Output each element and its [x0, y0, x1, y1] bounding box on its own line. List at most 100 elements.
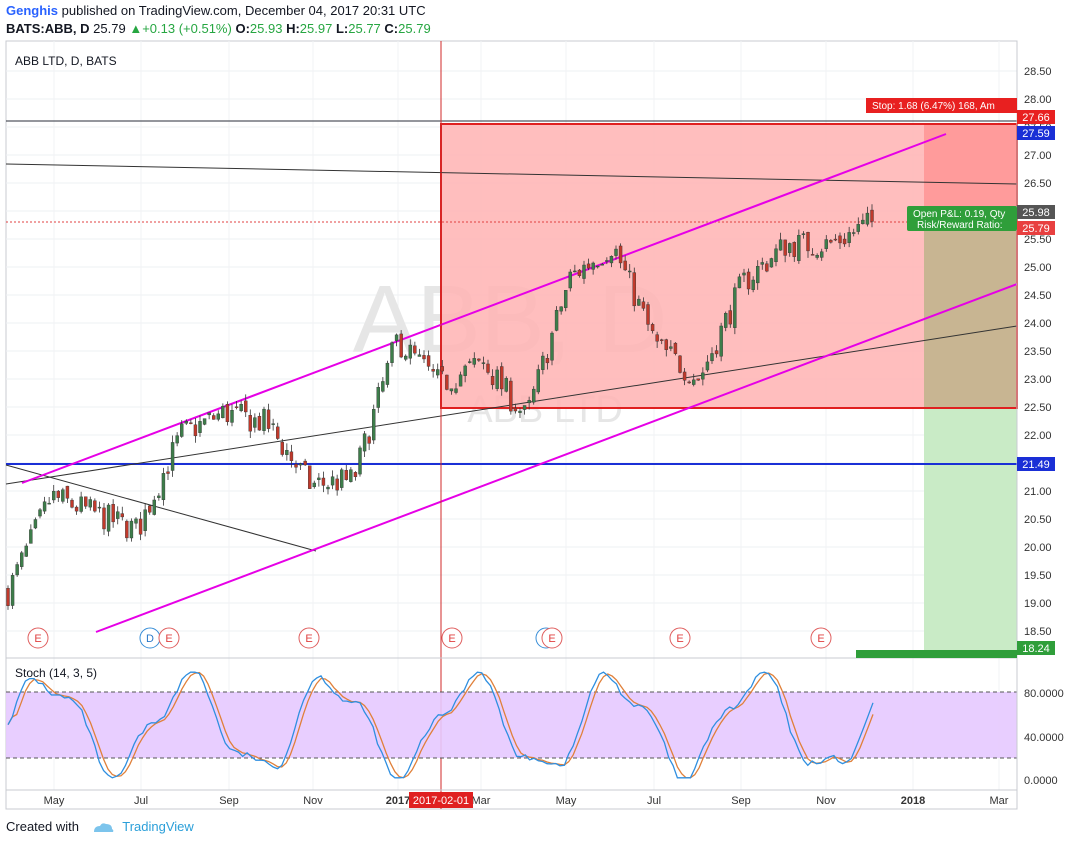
- candle-body: [321, 477, 326, 486]
- target-order-label[interactable]: [856, 650, 1017, 658]
- candle-body: [234, 406, 239, 408]
- candle-body: [404, 355, 408, 360]
- publish-info: published on TradingView.com, December 0…: [58, 3, 426, 18]
- earnings-marker[interactable]: E: [158, 627, 180, 649]
- candle-body: [824, 239, 828, 249]
- price-tag-entry: 27.59: [1017, 126, 1055, 140]
- candle-body: [650, 324, 655, 332]
- candle-body: [591, 262, 595, 270]
- candle-body: [724, 313, 728, 328]
- down-trend-line[interactable]: [5, 464, 317, 552]
- candle-body: [692, 379, 696, 385]
- candle-body: [833, 238, 838, 241]
- footer: Created with TradingView: [6, 819, 194, 835]
- earnings-marker[interactable]: E: [441, 627, 463, 649]
- symbol-label: BATS:ABB, D: [6, 21, 90, 36]
- candle-body: [106, 504, 111, 532]
- candle-body: [289, 451, 294, 461]
- stop-order-label[interactable]: Stop: 1.68 (6.47%) 168, Am: [866, 98, 1017, 113]
- candle-body: [513, 407, 518, 412]
- candle-body: [714, 350, 719, 355]
- earnings-marker[interactable]: E: [298, 627, 320, 649]
- time-tick-label: 2018: [901, 795, 925, 807]
- resistance-trend-line[interactable]: [5, 163, 1018, 185]
- earnings-marker[interactable]: E: [541, 627, 563, 649]
- high-value: 25.97: [299, 21, 333, 36]
- candle-body: [774, 248, 778, 263]
- candle-body: [413, 345, 417, 354]
- candle-body: [733, 287, 737, 328]
- candle-body: [65, 485, 70, 499]
- candle-body: [646, 304, 650, 325]
- earnings-marker[interactable]: E: [810, 627, 832, 649]
- candle-body: [298, 463, 303, 466]
- candle-body: [120, 513, 124, 518]
- candle-body: [344, 469, 348, 480]
- tradingview-link[interactable]: TradingView: [122, 819, 194, 834]
- candle-body: [449, 388, 454, 392]
- candle-body: [248, 415, 252, 432]
- candle-body: [129, 520, 134, 539]
- price-tick-label: 28.50: [1024, 66, 1052, 78]
- pnl-label[interactable]: Open P&L: 0.19, Qty Risk/Reward Ratio:: [907, 206, 1017, 231]
- candle-body: [244, 400, 248, 413]
- candle-body: [541, 355, 545, 370]
- reward-zone[interactable]: [924, 408, 1017, 653]
- dividend-marker[interactable]: D: [139, 627, 161, 649]
- candle-body: [116, 511, 120, 519]
- candle-body: [669, 346, 673, 349]
- stoch-title: Stoch (14, 3, 5): [15, 666, 97, 680]
- cursor-date-text: 2017-02-01: [413, 795, 469, 807]
- candle-body: [705, 361, 710, 371]
- candle-body: [362, 433, 367, 452]
- candle-body: [454, 388, 458, 393]
- candle-body: [856, 224, 860, 232]
- earnings-letter: E: [448, 633, 455, 645]
- channel-lower-line[interactable]: [95, 283, 1018, 633]
- channel-upper-line[interactable]: [21, 133, 947, 484]
- price-tag-upper: 25.98: [1017, 205, 1055, 219]
- candle-body: [710, 353, 714, 362]
- candle-body: [792, 242, 796, 257]
- price-tick-label: 24.50: [1024, 290, 1052, 302]
- author-link[interactable]: Genghis: [6, 3, 59, 18]
- candle-body: [207, 412, 211, 416]
- candle-body: [399, 333, 403, 358]
- candle-body: [102, 507, 106, 530]
- candle-body: [426, 355, 431, 367]
- candle-body: [271, 423, 275, 425]
- price-axis[interactable]: 28.5028.0027.5027.0026.5026.0025.5025.00…: [1024, 66, 1052, 638]
- time-tick-label: Nov: [816, 795, 836, 807]
- candle-body: [285, 450, 289, 455]
- candle-body: [751, 279, 755, 290]
- candle-body: [701, 372, 705, 380]
- chart-canvas[interactable]: ABB, D ABB LTD ABB LTD, D, BATS E D E E …: [0, 40, 1082, 812]
- candle-body: [536, 369, 540, 393]
- price-change: +0.13 (+0.51%): [142, 21, 232, 36]
- candle-body: [417, 354, 422, 357]
- time-tick-label: Nov: [303, 795, 323, 807]
- price-tag-target-text: 18.24: [1022, 643, 1050, 655]
- earnings-marker[interactable]: E: [669, 627, 691, 649]
- price-tick-label: 28.00: [1024, 94, 1052, 106]
- candle-body: [239, 403, 243, 412]
- low-value: 25.77: [348, 21, 381, 36]
- candle-body: [381, 381, 385, 392]
- chart-title: ABB LTD, D, BATS: [15, 54, 117, 68]
- candle-body: [88, 499, 92, 508]
- candle-body: [358, 447, 362, 475]
- open-pnl-zone: [924, 210, 1017, 408]
- candle-body: [166, 471, 170, 474]
- candle-body: [509, 380, 513, 412]
- candle-body: [742, 272, 746, 276]
- candle-body: [170, 442, 175, 471]
- earnings-marker[interactable]: E: [27, 627, 49, 649]
- candle-body: [340, 469, 344, 488]
- risk-zone[interactable]: [441, 124, 924, 408]
- candle-body: [312, 482, 316, 488]
- time-axis[interactable]: May Jul Sep Nov 2017 Mar May Jul Sep Nov 2018 Mar: [44, 795, 1009, 807]
- price-tag-support: 21.49: [1017, 457, 1055, 471]
- candle-body: [15, 564, 19, 576]
- candle-body: [458, 374, 463, 387]
- candle-body: [797, 235, 801, 261]
